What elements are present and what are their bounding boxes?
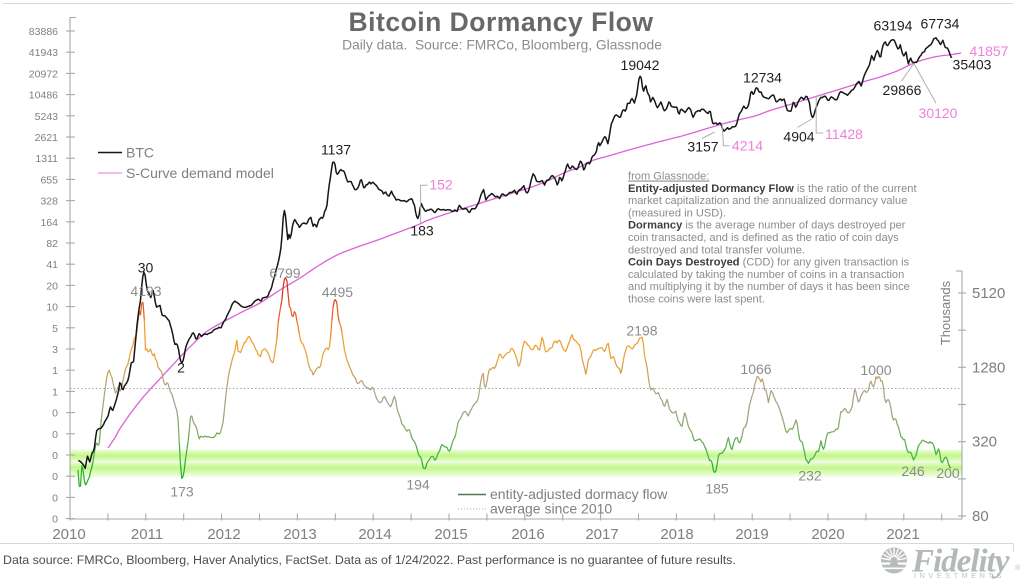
svg-text:2010: 2010 [52, 526, 85, 543]
svg-text:Daily data. Source: FMRCo, Bl: Daily data. Source: FMRCo, Bloomberg, Gl… [342, 38, 662, 53]
svg-text:coin transacted, and is define: coin transacted, and is defined as the r… [628, 232, 899, 244]
svg-text:1: 1 [52, 365, 58, 377]
svg-text:2012: 2012 [207, 526, 240, 543]
svg-text:1000: 1000 [860, 362, 891, 378]
svg-text:(measured in USD).: (measured in USD). [628, 207, 726, 219]
svg-text:10486: 10486 [29, 90, 58, 102]
svg-text:Entity-adjusted Dormancy Flow: Entity-adjusted Dormancy Flow is the rat… [628, 183, 917, 195]
svg-text:3: 3 [52, 344, 58, 356]
svg-text:41: 41 [46, 259, 58, 271]
svg-text:183: 183 [410, 223, 434, 239]
svg-text:20972: 20972 [29, 68, 58, 80]
svg-text:3157: 3157 [687, 139, 718, 155]
svg-text:2011: 2011 [131, 526, 163, 543]
svg-text:12734: 12734 [743, 70, 782, 86]
svg-text:those coins were last spent.: those coins were last spent. [628, 294, 765, 306]
svg-text:19042: 19042 [621, 57, 660, 73]
svg-text:2019: 2019 [735, 526, 768, 543]
svg-text:1066: 1066 [740, 361, 771, 377]
svg-text:2198: 2198 [626, 323, 657, 339]
svg-text:0: 0 [52, 492, 58, 504]
svg-text:2015: 2015 [434, 526, 467, 543]
svg-text:30: 30 [138, 260, 154, 276]
svg-text:2020: 2020 [811, 526, 844, 543]
svg-text:2014: 2014 [358, 526, 391, 543]
svg-text:63194: 63194 [874, 18, 913, 34]
svg-text:4904: 4904 [783, 129, 814, 145]
svg-text:average since 2010: average since 2010 [490, 501, 612, 517]
svg-text:1311: 1311 [35, 153, 58, 165]
svg-text:1280: 1280 [972, 359, 1005, 376]
svg-text:30120: 30120 [919, 105, 958, 121]
svg-text:200: 200 [936, 465, 960, 481]
svg-text:and multiplying it by the num: and multiplying it by the number of days… [628, 281, 910, 293]
svg-text:20: 20 [46, 280, 58, 292]
svg-text:Data source: FMRCo, Bloomberg,: Data source: FMRCo, Bloomberg, Haver Ana… [3, 553, 736, 567]
svg-text:2: 2 [177, 360, 185, 376]
svg-text:0: 0 [52, 429, 58, 441]
svg-text:4214: 4214 [732, 138, 763, 154]
svg-text:1137: 1137 [321, 142, 351, 158]
svg-text:185: 185 [705, 481, 729, 497]
svg-text:®: ® [1015, 564, 1021, 572]
svg-text:320: 320 [972, 434, 997, 451]
svg-text:232: 232 [798, 468, 822, 484]
svg-text:Bitcoin Dormancy Flow: Bitcoin Dormancy Flow [349, 7, 654, 37]
svg-text:655: 655 [40, 174, 58, 186]
svg-text:5120: 5120 [972, 285, 1005, 302]
svg-text:173: 173 [170, 484, 194, 500]
svg-text:41857: 41857 [970, 43, 1009, 59]
svg-text:4193: 4193 [130, 283, 161, 299]
svg-text:Thousands: Thousands [938, 280, 953, 345]
svg-text:2016: 2016 [511, 526, 544, 543]
svg-text:35403: 35403 [953, 57, 992, 73]
svg-text:Coin Days Destroyed (CDD) for: Coin Days Destroyed (CDD) for any given … [628, 257, 910, 269]
svg-text:11428: 11428 [825, 126, 863, 142]
svg-text:5: 5 [52, 323, 58, 335]
svg-text:market capitalization and the: market capitalization and the annualized… [628, 195, 907, 207]
svg-text:41943: 41943 [29, 47, 58, 59]
svg-text:80: 80 [972, 508, 989, 525]
svg-text:from Glassnode:: from Glassnode: [628, 171, 709, 183]
svg-text:5243: 5243 [35, 111, 59, 123]
svg-text:2021: 2021 [886, 526, 919, 543]
svg-text:2017: 2017 [585, 526, 618, 543]
svg-text:entity-adjusted dormacy flow: entity-adjusted dormacy flow [490, 486, 668, 502]
svg-text:29866: 29866 [883, 82, 922, 98]
svg-text:4495: 4495 [322, 284, 353, 300]
svg-text:calculated by taking the numbe: calculated by taking the number of coins… [628, 269, 904, 281]
svg-text:BTC: BTC [126, 145, 154, 161]
svg-text:6799: 6799 [269, 265, 300, 281]
svg-text:10: 10 [46, 302, 58, 314]
svg-text:S-Curve demand model: S-Curve demand model [126, 165, 274, 181]
svg-text:152: 152 [429, 177, 453, 193]
svg-text:0: 0 [52, 408, 58, 420]
svg-text:0: 0 [52, 514, 58, 526]
svg-text:328: 328 [40, 196, 58, 208]
svg-text:2013: 2013 [283, 526, 316, 543]
svg-text:Dormancy is the average number: Dormancy is the average number of days d… [628, 220, 906, 232]
svg-text:246: 246 [901, 463, 925, 479]
svg-text:2621: 2621 [35, 132, 59, 144]
svg-text:INVESTMENTS: INVESTMENTS [914, 571, 1005, 580]
svg-text:destroyed and total transfer: destroyed and total transfer volume. [628, 244, 805, 256]
svg-text:194: 194 [406, 477, 430, 493]
svg-text:Fidelity: Fidelity [911, 544, 1010, 580]
svg-text:67734: 67734 [921, 16, 960, 32]
svg-text:83886: 83886 [29, 26, 58, 38]
svg-text:2018: 2018 [660, 526, 693, 543]
svg-text:82: 82 [46, 238, 58, 250]
svg-text:0: 0 [52, 450, 58, 462]
svg-text:1: 1 [52, 386, 58, 398]
svg-text:164: 164 [40, 217, 58, 229]
svg-text:0: 0 [52, 471, 58, 483]
